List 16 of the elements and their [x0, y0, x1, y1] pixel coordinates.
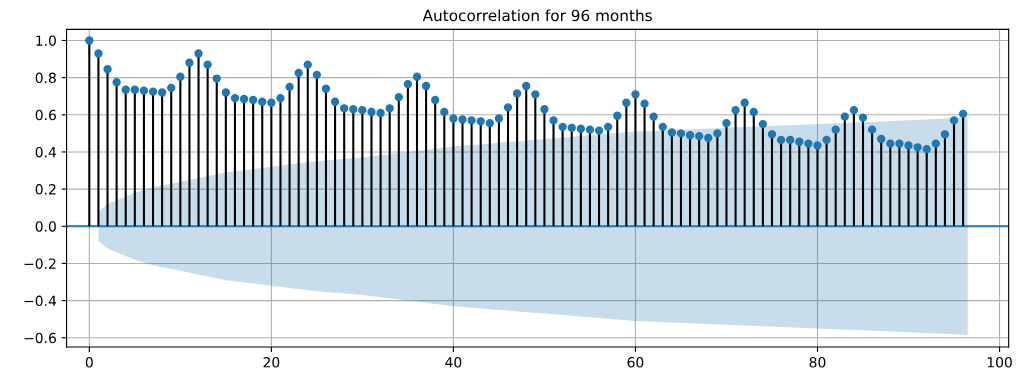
y-tick-label: 0.2 — [35, 184, 56, 195]
chart-title: Autocorrelation for 96 months — [422, 9, 652, 22]
x-tick-label: 20 — [263, 357, 280, 368]
x-tick-label: 60 — [627, 357, 644, 368]
y-tick-label: −0.4 — [24, 295, 57, 307]
y-tick-label: 0.8 — [35, 72, 56, 84]
y-tick-label: −0.6 — [24, 332, 56, 344]
y-tick-label: 1.0 — [36, 35, 56, 46]
y-tick-label: −0.2 — [24, 258, 56, 269]
y-tick-label: 0.6 — [35, 109, 56, 121]
x-tick-label: 80 — [809, 357, 826, 368]
y-tick-label: 0.4 — [35, 146, 57, 158]
x-tick-label: 0 — [85, 357, 93, 368]
y-tick-label: 0.0 — [35, 221, 56, 232]
x-tick-label: 40 — [445, 357, 462, 368]
x-tick-label: 100 — [987, 357, 1012, 368]
